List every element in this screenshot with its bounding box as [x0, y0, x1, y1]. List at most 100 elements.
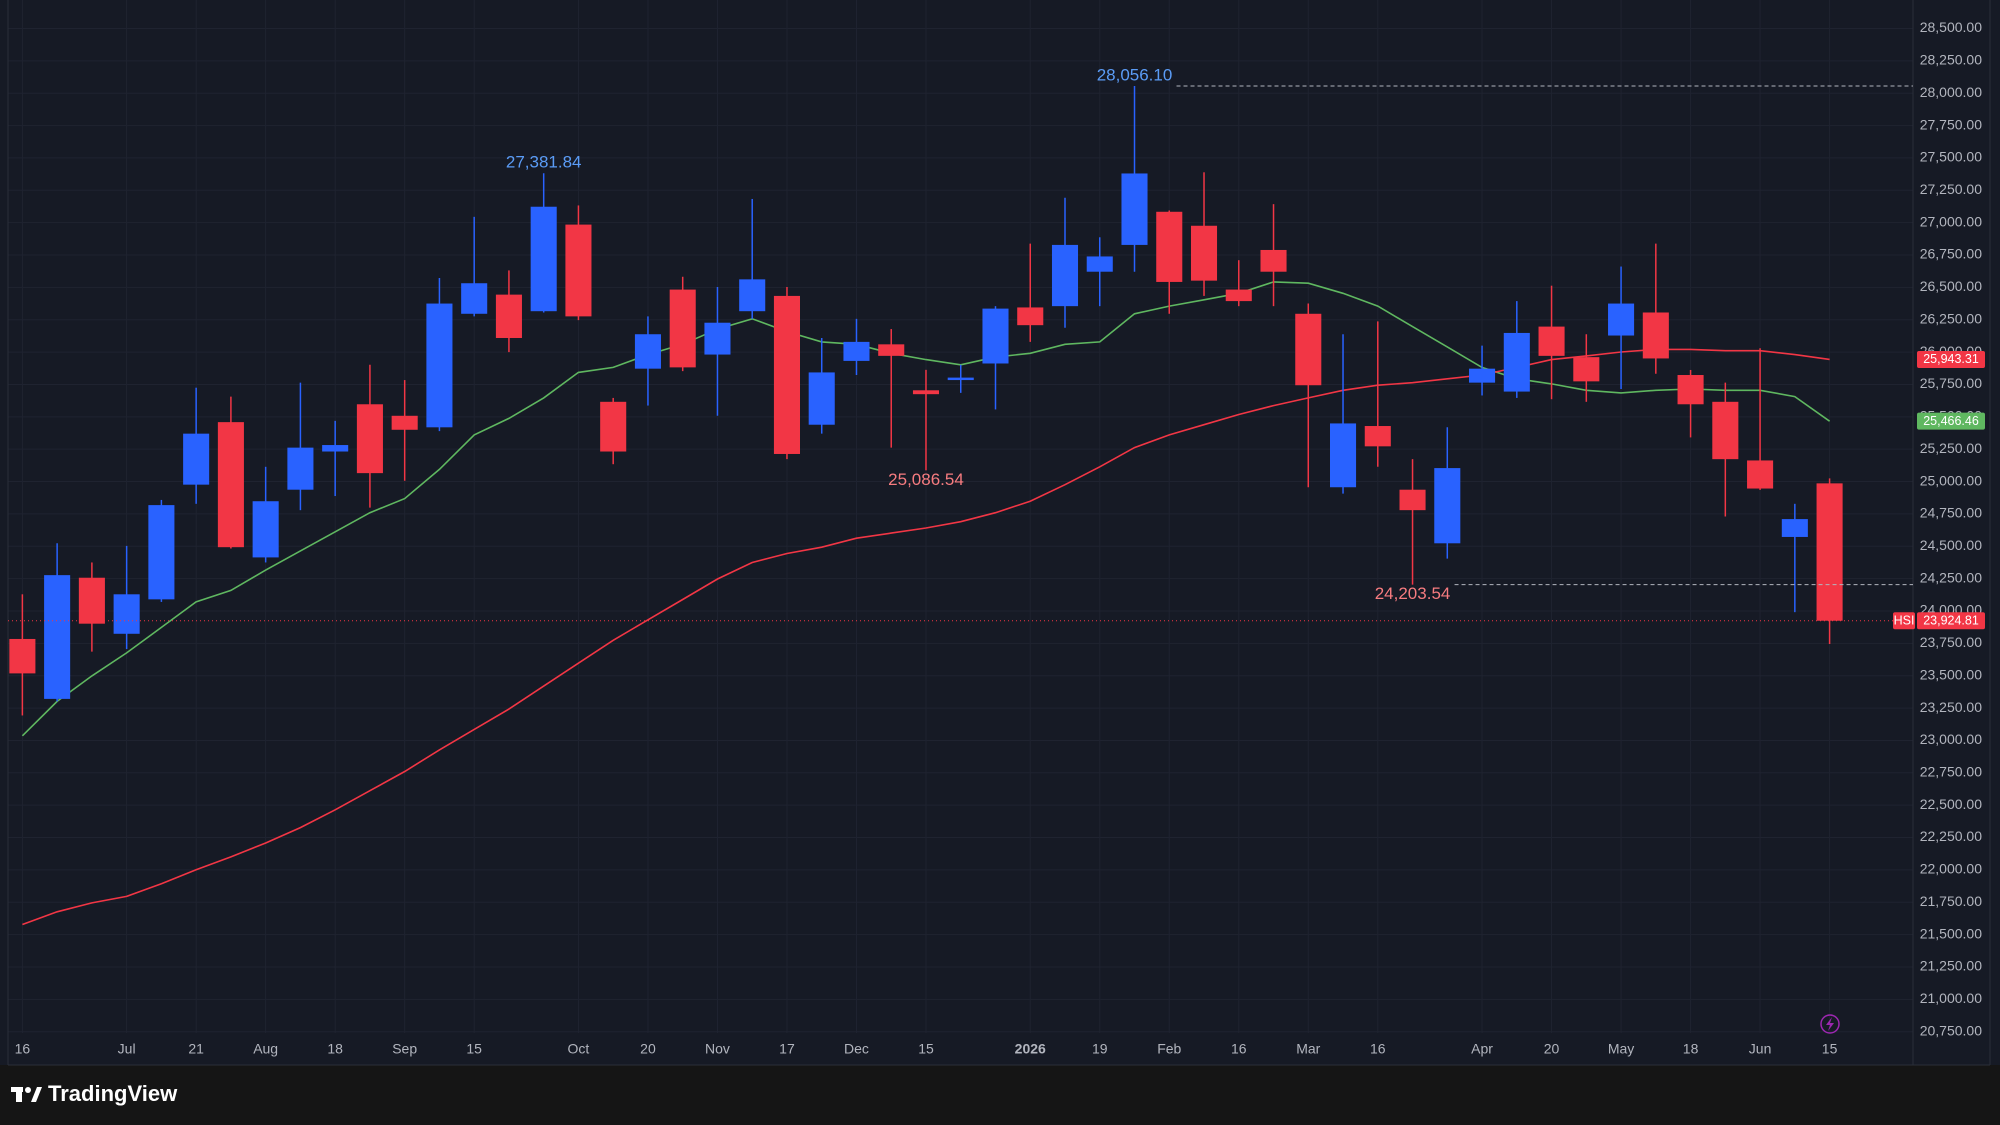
x-tick-label: May [1608, 1041, 1634, 1057]
price-tag-label: 23,924.81 [1923, 614, 1979, 628]
alert-icon[interactable] [1820, 1014, 1840, 1034]
candle-body [287, 447, 314, 490]
x-tick-label: Aug [253, 1041, 278, 1057]
x-tick-label: Jun [1749, 1041, 1772, 1057]
candle-body [947, 377, 974, 381]
candle-body [634, 334, 661, 369]
logo-dot[interactable] [25, 1087, 31, 1093]
x-tick-label: Jul [118, 1041, 136, 1057]
candle-body [1017, 307, 1044, 326]
x-tick-label: 15 [1822, 1041, 1838, 1057]
low-label: 24,203.54 [1375, 584, 1451, 603]
candle-body [773, 295, 800, 454]
brand-name[interactable]: TradingView [48, 1081, 178, 1106]
x-tick-label: Mar [1296, 1041, 1320, 1057]
candle-body [1538, 326, 1565, 356]
y-tick-label: 22,250.00 [1920, 828, 1982, 844]
candle-body [669, 289, 696, 368]
candle-body [878, 344, 905, 356]
candle-body [1642, 312, 1669, 359]
logo-slash[interactable] [31, 1087, 42, 1102]
candle-body [1364, 426, 1391, 447]
price-tag [1917, 412, 1985, 430]
high-label: 28,056.10 [1097, 65, 1173, 84]
y-tick-label: 27,750.00 [1920, 116, 1982, 132]
candle-body [1295, 313, 1322, 386]
candle-body [1816, 483, 1843, 621]
candle-body [9, 638, 36, 674]
candle-body [912, 390, 940, 395]
y-tick-label: 22,500.00 [1920, 796, 1982, 812]
footer-bar [0, 1065, 2000, 1125]
candle-body [1225, 289, 1252, 302]
candle-body [461, 283, 488, 314]
logo-stem[interactable] [16, 1087, 22, 1102]
y-tick-label: 21,000.00 [1920, 990, 1982, 1006]
candle-body [391, 415, 418, 430]
alert-circle[interactable] [1820, 1014, 1840, 1034]
y-tick-label: 25,000.00 [1920, 472, 1982, 488]
symbol-tag [1893, 612, 1915, 630]
candle-body [530, 206, 557, 312]
candle-body [252, 501, 279, 558]
overlay-labels: 27,381.84 28,056.10 25,086.54 24,203.54 25,4… [8, 65, 1985, 630]
chart-background [0, 0, 2000, 1065]
y-tick-label: 22,000.00 [1920, 861, 1982, 877]
candle-body [565, 224, 592, 317]
candle-body [1260, 249, 1287, 272]
y-tick-label: 26,750.00 [1920, 246, 1982, 262]
candle-body [495, 294, 522, 338]
candle-body [322, 445, 349, 452]
plot: 20,750.00 21,000.00 21,250.00 21,500.00 21,7… [8, 0, 1982, 1057]
x-tick-label: Feb [1157, 1041, 1181, 1057]
candle-body [600, 401, 627, 452]
x-tick-label: 2026 [1015, 1041, 1046, 1057]
candle-body [426, 303, 453, 428]
candle-body [356, 404, 383, 474]
price-tag [1917, 350, 1985, 368]
y-tick-label: 27,250.00 [1920, 181, 1982, 197]
x-tick-label: Apr [1471, 1041, 1493, 1057]
x-tick-label: 17 [779, 1041, 795, 1057]
y-tick-label: 27,500.00 [1920, 149, 1982, 165]
high-label: 27,381.84 [506, 153, 582, 172]
y-tick-label: 26,500.00 [1920, 278, 1982, 294]
brand-logo[interactable] [11, 1087, 42, 1102]
y-tick-label: 20,750.00 [1920, 1022, 1982, 1038]
x-tick-label: 20 [640, 1041, 656, 1057]
y-tick-label: 25,750.00 [1920, 375, 1982, 391]
price-tag-label: 25,943.31 [1923, 352, 1979, 366]
candle-body [1469, 368, 1496, 383]
candle-body [44, 575, 71, 699]
alert-bolt[interactable] [1826, 1017, 1834, 1031]
y-tick-label: 23,750.00 [1920, 634, 1982, 650]
x-tick-label: 16 [1370, 1041, 1386, 1057]
x-tick-label: 18 [1683, 1041, 1699, 1057]
candle-body [1712, 401, 1739, 460]
candle-body [1156, 211, 1183, 282]
y-tick-label: 21,500.00 [1920, 925, 1982, 941]
candle-body [1399, 489, 1426, 511]
candle-body [1573, 357, 1600, 382]
y-tick-label: 23,000.00 [1920, 731, 1982, 747]
candle-body [808, 372, 835, 425]
y-tick-label: 25,250.00 [1920, 440, 1982, 456]
y-tick-label: 24,750.00 [1920, 505, 1982, 521]
candle-body [1503, 332, 1530, 392]
y-tick-label: 28,250.00 [1920, 52, 1982, 68]
y-tick-label: 23,500.00 [1920, 666, 1982, 682]
y-tick-label: 21,250.00 [1920, 958, 1982, 974]
candle-body [78, 577, 105, 624]
x-tick-label: 20 [1544, 1041, 1560, 1057]
x-tick-label: 16 [15, 1041, 31, 1057]
candle-body [1434, 468, 1461, 544]
candle-body [217, 422, 244, 548]
price-tag [1917, 612, 1985, 630]
candle-body [183, 433, 210, 485]
symbol-tag-label: HSI [1894, 614, 1915, 628]
x-tick-label: 15 [918, 1041, 934, 1057]
candle-body [1121, 173, 1148, 245]
candle-body [843, 341, 870, 361]
